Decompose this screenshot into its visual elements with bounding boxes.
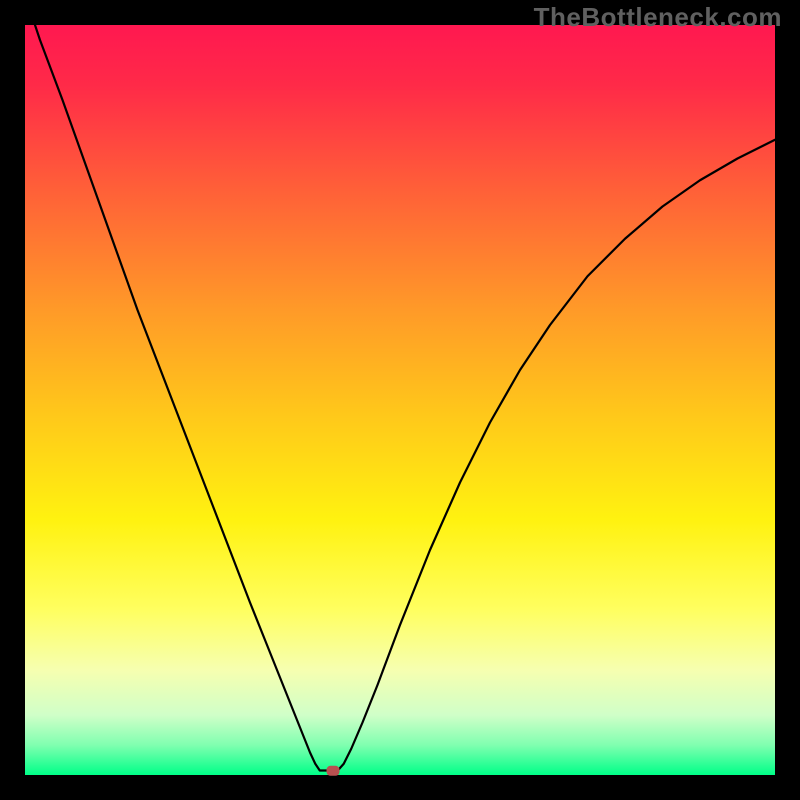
watermark-text: TheBottleneck.com	[534, 2, 782, 33]
plot-area	[25, 25, 775, 775]
gradient-background	[25, 25, 775, 775]
minimum-marker-icon	[326, 765, 339, 775]
chart-frame: TheBottleneck.com	[0, 0, 800, 800]
